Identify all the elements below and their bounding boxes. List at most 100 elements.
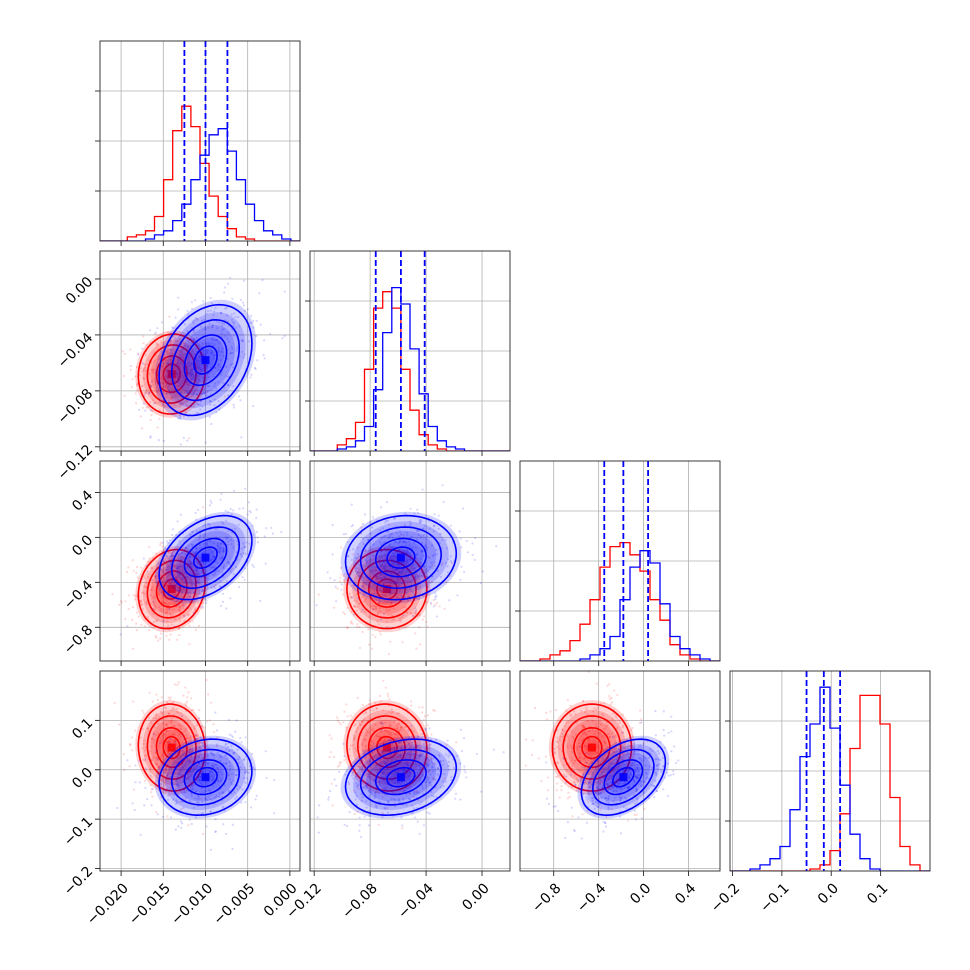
sample-point (379, 721, 382, 724)
sample-point (151, 399, 155, 402)
sample-point (660, 770, 663, 773)
sample-point (462, 507, 465, 510)
sample-point (359, 723, 362, 727)
sample-point (204, 797, 207, 800)
sample-point (404, 512, 407, 515)
sample-point (187, 389, 191, 392)
sample-point (608, 765, 611, 768)
sample-point (333, 579, 336, 582)
sample-point (602, 830, 605, 833)
sample-point (150, 737, 153, 740)
sample-point (204, 342, 208, 345)
sample-point (624, 769, 627, 773)
sample-point (392, 582, 395, 585)
sample-point (185, 362, 188, 365)
sample-point (599, 781, 602, 784)
sample-point (347, 555, 350, 558)
sample-point (621, 726, 624, 729)
sample-point (418, 706, 421, 709)
sample-point (369, 558, 372, 561)
sample-point (180, 807, 183, 810)
sample-point (400, 595, 403, 598)
panel-2d (121, 276, 286, 446)
sample-point (354, 736, 357, 739)
sample-point (220, 332, 223, 335)
sample-point (232, 321, 235, 324)
sample-point (584, 733, 587, 736)
sample-point (549, 710, 552, 713)
sample-point (229, 597, 232, 600)
sample-point (375, 806, 378, 809)
sample-point (600, 723, 603, 726)
sample-point (174, 400, 177, 403)
sample-point (226, 282, 230, 285)
sample-point (222, 551, 225, 554)
sample-point (182, 375, 186, 378)
sample-point (354, 556, 357, 559)
sample-point (201, 605, 204, 609)
sample-point (127, 566, 130, 569)
sample-point (368, 547, 371, 550)
sample-point (240, 436, 243, 439)
sample-point (354, 723, 357, 726)
sample-point (154, 594, 157, 597)
sample-point (235, 795, 239, 798)
sample-point (571, 730, 574, 733)
sample-point (232, 406, 236, 409)
sample-point (402, 769, 405, 772)
sample-point (166, 608, 169, 611)
sample-point (231, 567, 234, 570)
sample-point (252, 326, 255, 329)
sample-point (209, 751, 212, 754)
sample-point (420, 520, 423, 523)
sample-point (382, 772, 385, 775)
sample-point (672, 769, 675, 773)
sample-point (177, 384, 180, 387)
sample-point (202, 300, 205, 303)
sample-point (182, 357, 185, 360)
sample-point (155, 763, 159, 766)
sample-point (445, 743, 448, 747)
sample-point (198, 780, 201, 783)
sample-point (264, 750, 267, 753)
sample-point (155, 759, 158, 762)
sample-point (211, 337, 214, 340)
sample-point (253, 768, 256, 771)
sample-point (425, 546, 428, 549)
sample-point (204, 760, 207, 763)
sample-point (588, 780, 592, 783)
sample-point (172, 572, 175, 575)
sample-point (423, 571, 426, 575)
sample-point (173, 602, 176, 605)
sample-point (230, 345, 233, 348)
sample-point (229, 507, 232, 511)
sample-point (187, 591, 190, 595)
sample-point (400, 594, 403, 597)
sample-point (583, 744, 587, 747)
sample-point (270, 526, 273, 530)
sample-point (621, 731, 624, 735)
sample-point (152, 738, 155, 742)
sample-point (160, 600, 163, 603)
sample-point (212, 555, 215, 558)
sample-point (176, 353, 179, 356)
sample-point (242, 552, 245, 555)
sample-point (616, 693, 619, 697)
sample-point (169, 561, 172, 564)
sample-point (195, 411, 198, 414)
sample-point (383, 776, 386, 780)
sample-point (156, 722, 160, 725)
sample-point (367, 790, 370, 793)
sample-point (217, 381, 220, 384)
sample-point (418, 803, 421, 806)
sample-point (163, 584, 166, 587)
sample-point (222, 823, 225, 826)
sample-point (221, 548, 224, 551)
sample-point (390, 576, 393, 580)
sample-point (161, 403, 164, 406)
sample-point (344, 773, 347, 776)
sample-point (243, 353, 246, 356)
sample-point (180, 578, 183, 581)
sample-point (192, 602, 195, 605)
sample-point (190, 553, 193, 556)
